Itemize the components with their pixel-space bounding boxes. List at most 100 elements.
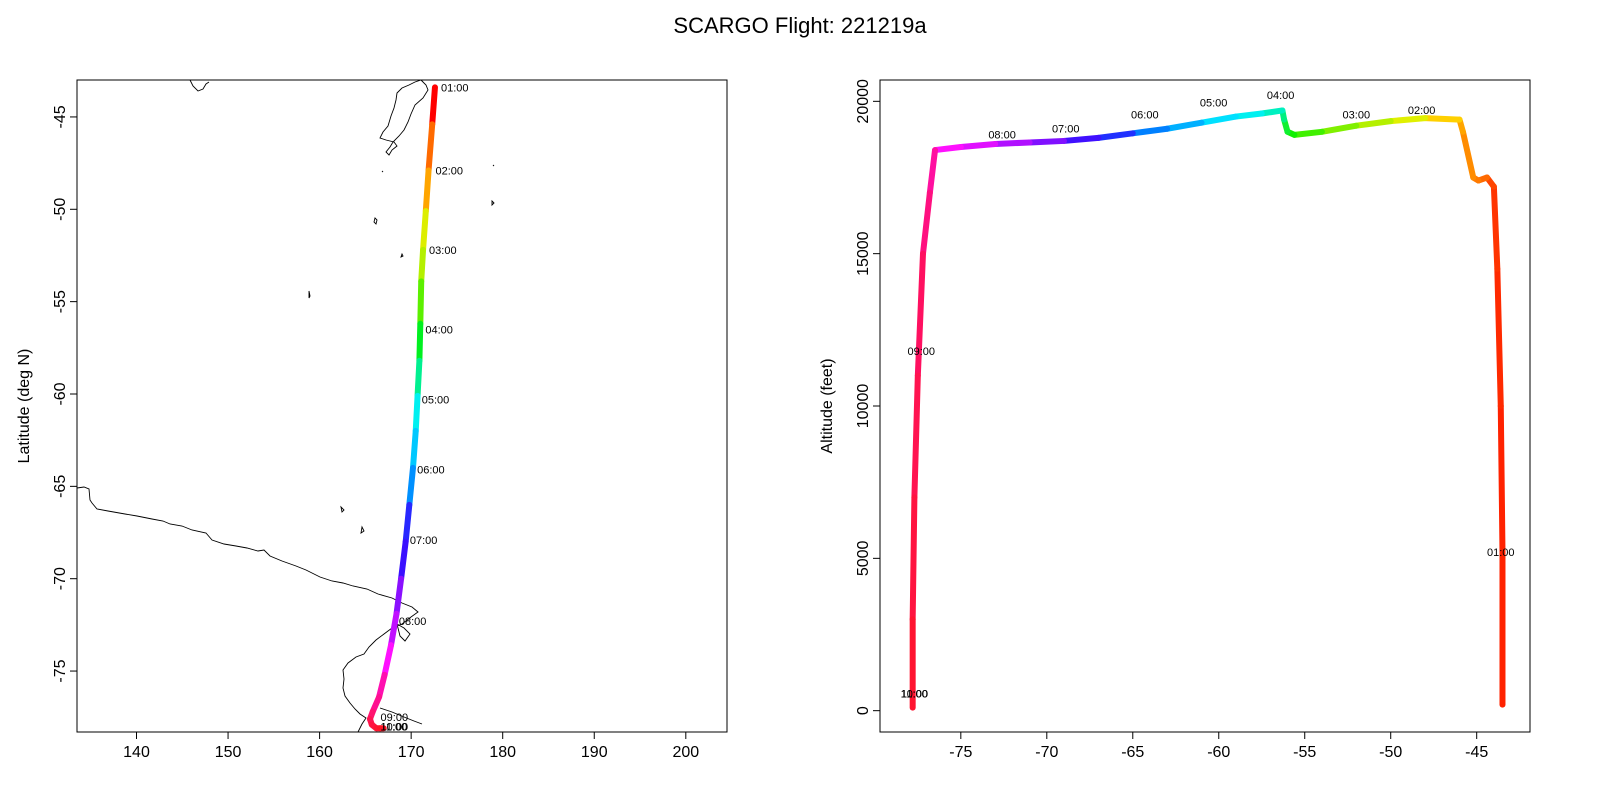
track-segment <box>932 144 964 154</box>
y-tick-label: -65 <box>52 475 69 498</box>
time-label: 02:00 <box>435 166 463 178</box>
time-label: 10:00 <box>901 689 929 701</box>
track-segment <box>417 278 425 327</box>
time-label: 03:00 <box>1343 110 1371 122</box>
altitude-x-axis: -75 -70 -65 -60 -55 -50 -45 <box>949 732 1488 761</box>
bounty-islands <box>381 170 384 173</box>
track-segment <box>393 575 405 617</box>
track-segment <box>409 427 419 471</box>
time-labels-map: 01:00 02:00 03:00 04:00 05:00 06:00 07:00 08:00… <box>381 82 469 733</box>
x-tick-label: -55 <box>1293 744 1316 761</box>
flight-track-map <box>366 84 438 732</box>
x-tick-label: -70 <box>1035 744 1058 761</box>
track-segment <box>1422 115 1463 123</box>
y-tick-label: -55 <box>52 290 69 313</box>
time-label: 03:00 <box>429 245 457 257</box>
track-segment <box>1095 130 1136 141</box>
x-tick-label: -50 <box>1379 744 1402 761</box>
map-y-axis-label: Latitude (deg N) <box>16 349 33 464</box>
time-label: 05:00 <box>1200 97 1228 109</box>
track-segment <box>909 494 918 623</box>
cape-adare-coastline <box>396 623 411 642</box>
track-segment <box>1459 128 1477 181</box>
time-label: 07:00 <box>1052 123 1080 135</box>
altitude-plot-frame <box>879 79 1531 733</box>
x-tick-label: 150 <box>215 744 242 761</box>
track-segment <box>1318 122 1360 135</box>
track-segment <box>1497 403 1506 556</box>
time-label: 09:00 <box>381 712 409 724</box>
y-tick-label: 20000 <box>855 79 872 124</box>
track-segment <box>429 84 438 128</box>
altitude-panel: 01:00 02:00 03:00 04:00 05:00 06:00 07:00 08:00… <box>819 79 1531 761</box>
y-tick-label: -60 <box>52 382 69 405</box>
track-segment <box>388 610 400 649</box>
track-segment <box>1026 137 1067 146</box>
track-segment <box>911 372 921 501</box>
map-plot-frame <box>76 79 728 733</box>
track-segment <box>919 189 933 257</box>
figure-title: SCARGO Flight: 221219a <box>673 13 927 38</box>
y-tick-label: -50 <box>52 198 69 221</box>
y-tick-label: 0 <box>855 706 872 715</box>
macquarie-island <box>308 290 311 299</box>
track-segment <box>381 642 395 678</box>
time-label: 09:00 <box>908 346 936 358</box>
track-segment <box>1490 183 1501 272</box>
track-segment <box>1353 118 1394 129</box>
track-segment <box>420 208 429 253</box>
x-tick-label: 160 <box>306 744 333 761</box>
time-label: 06:00 <box>417 465 445 477</box>
track-segment <box>418 246 427 285</box>
track-segment <box>1232 110 1265 120</box>
time-label: 05:00 <box>422 395 450 407</box>
auckland-islands <box>373 217 378 225</box>
coastline-layer <box>76 79 495 733</box>
track-segment <box>398 538 409 582</box>
map-panel: 01:00 02:00 03:00 04:00 05:00 06:00 07:00 08:00… <box>16 79 728 761</box>
chatham-islands <box>491 199 495 207</box>
balleny-islands <box>340 505 365 534</box>
track-segment <box>1129 125 1171 137</box>
track-segment <box>376 671 388 700</box>
track-segment <box>914 250 926 379</box>
time-label: 10:00 <box>381 721 409 733</box>
track-segment <box>992 139 1033 147</box>
map-y-axis: -45 -50 -55 -60 -65 -70 -75 <box>52 105 77 683</box>
time-label: 02:00 <box>1408 105 1436 117</box>
track-segment <box>1494 265 1504 409</box>
track-segment <box>1060 134 1102 144</box>
x-tick-label: 170 <box>398 744 425 761</box>
time-label: 08:00 <box>988 129 1016 141</box>
x-tick-label: -60 <box>1207 744 1230 761</box>
x-tick-label: -45 <box>1465 744 1488 761</box>
track-segment <box>414 357 423 399</box>
campbell-island <box>400 252 404 258</box>
track-segment <box>1198 113 1239 126</box>
time-label: 04:00 <box>1267 90 1295 102</box>
y-tick-label: -70 <box>52 567 69 590</box>
y-tick-label: -75 <box>52 659 69 682</box>
track-segment <box>402 501 413 545</box>
track-segment <box>416 320 424 364</box>
track-segment <box>1164 119 1205 132</box>
time-label: 04:00 <box>425 324 453 336</box>
track-segment <box>926 147 939 196</box>
x-tick-label: 140 <box>123 744 150 761</box>
antipodes-islands <box>492 164 495 167</box>
y-tick-label: 15000 <box>855 231 872 276</box>
track-segment <box>1387 115 1429 125</box>
time-label: 11:00 <box>901 689 928 701</box>
y-tick-label: 10000 <box>855 384 872 429</box>
track-segment <box>957 140 999 151</box>
y-tick-label: -45 <box>52 105 69 128</box>
time-label: 01:00 <box>441 82 469 94</box>
altitude-y-axis-label: Altitude (feet) <box>819 358 836 453</box>
time-label: 06:00 <box>1131 110 1159 122</box>
x-tick-label: -65 <box>1121 744 1144 761</box>
x-tick-label: -75 <box>949 744 972 761</box>
time-label: 07:00 <box>410 535 438 547</box>
altitude-y-axis: 0 5000 10000 15000 20000 <box>855 79 880 715</box>
time-label: 08:00 <box>399 616 427 628</box>
track-segment <box>422 167 432 215</box>
